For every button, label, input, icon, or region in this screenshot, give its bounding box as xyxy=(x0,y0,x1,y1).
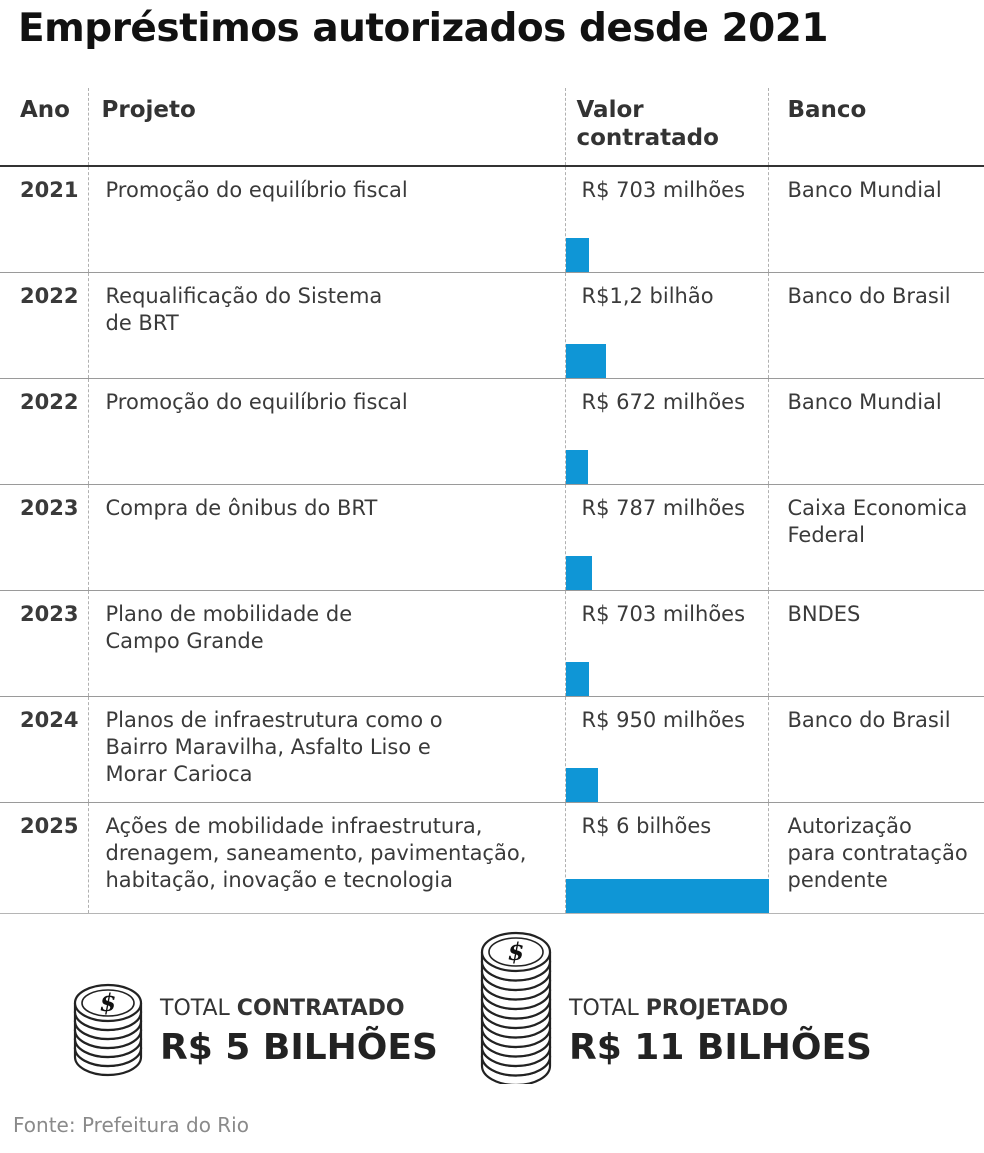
total-projetado-value: R$ 11 BILHÕES xyxy=(569,1027,872,1068)
projeto-line: Morar Carioca xyxy=(105,761,253,786)
cell-ano: 2025 xyxy=(0,802,88,914)
chart-title: Empréstimos autorizados desde 2021 xyxy=(18,6,829,51)
projeto-line: Planos de infraestrutura como o xyxy=(105,707,443,732)
table-row: 2022 Promoção do equilíbrio fiscal R$ 672 … xyxy=(0,378,984,485)
dollar-sign: $ xyxy=(100,988,117,1017)
cell-banco: Autorização para contratação pendente xyxy=(767,802,984,914)
valor-label: R$ 787 milhões xyxy=(581,495,746,520)
banco-line: Banco do Brasil xyxy=(787,707,951,732)
cell-banco: Caixa Economica Federal xyxy=(767,484,984,591)
cell-ano: 2023 xyxy=(0,590,88,697)
cell-projeto: Plano de mobilidade de Campo Grande xyxy=(87,590,565,697)
valor-label: R$ 672 milhões xyxy=(581,389,746,414)
cell-valor: R$ 950 milhões xyxy=(564,696,768,803)
cell-projeto: Planos de infraestrutura como o Bairro Ma… xyxy=(87,696,565,803)
header-valor: Valor contratado xyxy=(564,88,768,167)
value-bar xyxy=(565,343,607,378)
banco-line: BNDES xyxy=(787,601,861,626)
cell-valor: R$ 787 milhões xyxy=(564,484,768,591)
value-bar xyxy=(565,661,590,696)
table-row: 2021 Promoção do equilíbrio fiscal R$ 703 … xyxy=(0,166,984,273)
cell-projeto: Requalificação do Sistema de BRT xyxy=(87,272,565,379)
table-row: 2023 Compra de ônibus do BRT R$ 787 milhõe… xyxy=(0,484,984,591)
value-bar xyxy=(565,878,769,913)
banco-line: Autorização xyxy=(787,813,912,838)
total-contratado-bold: CONTRATADO xyxy=(236,996,405,1021)
cell-projeto: Compra de ônibus do BRT xyxy=(87,484,565,591)
valor-label: R$1,2 bilhão xyxy=(581,283,714,308)
value-bar xyxy=(565,767,598,802)
valor-label: R$ 6 bilhões xyxy=(581,813,712,838)
cell-banco: Banco do Brasil xyxy=(767,696,984,803)
cell-valor: R$ 703 milhões xyxy=(564,590,768,697)
banco-line: para contratação xyxy=(787,840,968,865)
value-bar xyxy=(565,555,593,590)
cell-projeto: Ações de mobilidade infraestrutura, drena… xyxy=(87,802,565,914)
cell-ano: 2022 xyxy=(0,272,88,379)
total-projetado-label: TOTAL PROJETADO xyxy=(569,996,872,1021)
cell-ano: 2024 xyxy=(0,696,88,803)
banco-line: Caixa Economica xyxy=(787,495,968,520)
cell-valor: R$ 703 milhões xyxy=(564,166,768,273)
valor-label: R$ 950 milhões xyxy=(581,707,746,732)
table-row: 2023 Plano de mobilidade de Campo Grande R$… xyxy=(0,590,984,697)
banco-line: pendente xyxy=(787,867,888,892)
coin-stack-small-icon: $ xyxy=(73,983,143,1077)
header-projeto: Projeto xyxy=(87,88,565,167)
projeto-line: habitação, inovação e tecnologia xyxy=(105,867,453,892)
table-body: 2021 Promoção do equilíbrio fiscal R$ 703 … xyxy=(0,166,984,914)
total-contratado-label: TOTAL CONTRATADO xyxy=(160,996,438,1021)
valor-label: R$ 703 milhões xyxy=(581,601,746,626)
cell-valor: R$1,2 bilhão xyxy=(564,272,768,379)
table-row: 2022 Requalificação do Sistema de BRT R$1,2… xyxy=(0,272,984,379)
cell-ano: 2022 xyxy=(0,378,88,485)
totals-section: $ TOTAL CONTRATADO R$ 5 BILHÕES $ TOTAL … xyxy=(0,930,984,1090)
total-contratado: TOTAL CONTRATADO R$ 5 BILHÕES xyxy=(160,996,438,1068)
loans-table: Ano Projeto Valor contratado Banco 2021 P… xyxy=(0,88,984,914)
cell-banco: Banco Mundial xyxy=(767,378,984,485)
projeto-line: Promoção do equilíbrio fiscal xyxy=(105,178,408,202)
value-bar xyxy=(565,449,589,484)
total-projetado-bold: PROJETADO xyxy=(645,996,789,1021)
projeto-line: Ações de mobilidade infraestrutura, xyxy=(105,813,483,838)
projeto-line: drenagem, saneamento, pavimentação, xyxy=(105,840,527,865)
header-ano: Ano xyxy=(0,88,88,167)
total-contratado-value: R$ 5 BILHÕES xyxy=(160,1027,438,1068)
dollar-sign: $ xyxy=(508,937,525,966)
header-banco: Banco xyxy=(767,88,984,167)
cell-banco: Banco Mundial xyxy=(767,166,984,273)
projeto-line: Promoção do equilíbrio fiscal xyxy=(105,389,408,414)
cell-ano: 2021 xyxy=(0,166,88,273)
banco-line: Banco Mundial xyxy=(787,178,942,202)
cell-valor: R$ 672 milhões xyxy=(564,378,768,485)
projeto-line: Campo Grande xyxy=(105,628,264,653)
valor-label: R$ 703 milhões xyxy=(581,178,746,202)
table-row: 2025 Ações de mobilidade infraestrutura, d… xyxy=(0,802,984,914)
cell-projeto: Promoção do equilíbrio fiscal xyxy=(87,378,565,485)
total-contratado-prefix: TOTAL xyxy=(160,996,237,1021)
total-projetado: TOTAL PROJETADO R$ 11 BILHÕES xyxy=(569,996,872,1068)
projeto-line: Bairro Maravilha, Asfalto Liso e xyxy=(105,734,431,759)
projeto-line: Compra de ônibus do BRT xyxy=(105,495,378,520)
cell-ano: 2023 xyxy=(0,484,88,591)
coin-stack-tall-icon: $ xyxy=(480,931,552,1084)
header-valor-line1: Valor xyxy=(576,97,644,123)
cell-projeto: Promoção do equilíbrio fiscal xyxy=(87,166,565,273)
projeto-line: de BRT xyxy=(105,310,179,335)
projeto-line: Plano de mobilidade de xyxy=(105,601,353,626)
banco-line: Banco do Brasil xyxy=(787,283,951,308)
table-row: 2024 Planos de infraestrutura como o Bairr… xyxy=(0,696,984,803)
cell-banco: Banco do Brasil xyxy=(767,272,984,379)
table-header-row: Ano Projeto Valor contratado Banco xyxy=(0,88,984,167)
source-note: Fonte: Prefeitura do Rio xyxy=(13,1113,249,1137)
header-valor-line2: contratado xyxy=(576,125,719,151)
total-projetado-prefix: TOTAL xyxy=(569,996,646,1021)
cell-banco: BNDES xyxy=(767,590,984,697)
banco-line: Federal xyxy=(787,522,865,547)
cell-valor: R$ 6 bilhões xyxy=(564,802,769,914)
projeto-line: Requalificação do Sistema xyxy=(105,283,383,308)
value-bar xyxy=(565,237,590,272)
banco-line: Banco Mundial xyxy=(787,389,942,414)
